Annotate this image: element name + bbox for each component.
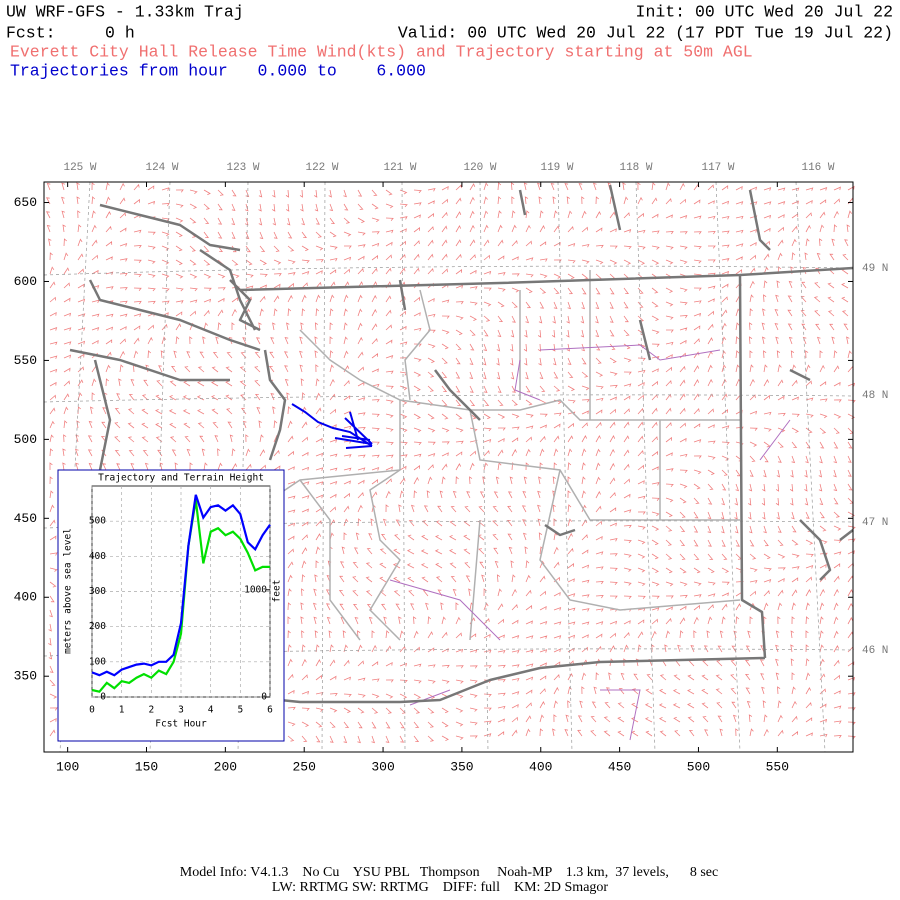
- longitude-label: 116 W: [801, 162, 834, 174]
- y-tick-label: 650: [14, 195, 37, 210]
- footer-model-info: Model Info: V4.1.3 No Cu YSU PBL Thompso…: [180, 865, 718, 880]
- y-tick-label: 350: [14, 669, 37, 684]
- x-tick-label: 500: [687, 759, 710, 774]
- longitude-label: 124 W: [145, 162, 178, 174]
- coastline: [69, 203, 287, 471]
- y-tick-label: 600: [14, 274, 37, 289]
- latitude-label: 46 N: [862, 645, 888, 657]
- river-lines: [389, 344, 791, 741]
- inset-x-tick-label: 3: [178, 705, 184, 716]
- trajectories: [291, 403, 373, 449]
- inset-y2-tick-label: 0: [261, 692, 267, 703]
- canada-border: [239, 266, 854, 292]
- forecast-hour: Fcst: 0 h: [6, 23, 135, 42]
- footer-physics: LW: RRTMG SW: RRTMG DIFF: full KM: 2D Sm…: [272, 880, 608, 895]
- y-tick-label: 550: [14, 353, 37, 368]
- longitude-label: 120 W: [463, 162, 496, 174]
- inset-chart: Trajectory and Terrain Height Fcst Hour …: [57, 469, 285, 742]
- x-tick-label: 350: [450, 759, 473, 774]
- inset-title: Trajectory and Terrain Height: [98, 473, 264, 484]
- vancouver-island: [199, 248, 257, 331]
- inset-x-tick-label: 6: [267, 705, 273, 716]
- trajectory-hours: Trajectories from hour 0.000 to 6.000: [10, 61, 426, 80]
- x-tick-label: 550: [766, 759, 789, 774]
- latitude-label: 49 N: [862, 263, 888, 275]
- x-tick-label: 300: [371, 759, 394, 774]
- longitude-label: 122 W: [305, 162, 338, 174]
- lakes: [398, 184, 854, 581]
- inset-line: [91, 494, 271, 677]
- inset-x-tick-label: 5: [237, 705, 243, 716]
- x-tick-label: 150: [135, 759, 158, 774]
- inset-y-tick-label: 0: [100, 692, 106, 703]
- title: UW WRF-GFS - 1.33km Traj: [6, 2, 244, 21]
- x-tick-label: 450: [608, 759, 631, 774]
- longitude-label: 117 W: [701, 162, 734, 174]
- inset-y-tick-label: 500: [89, 516, 106, 527]
- idaho-border: [738, 274, 767, 659]
- y-tick-label: 400: [14, 590, 37, 605]
- inset-y-tick-label: 300: [89, 586, 106, 597]
- inset-x-label: Fcst Hour: [155, 719, 207, 730]
- inset-y-tick-label: 400: [89, 551, 106, 562]
- subtitle: Everett City Hall Release Time Wind(kts)…: [10, 42, 753, 61]
- longitude-label: 121 W: [383, 162, 416, 174]
- x-tick-label: 400: [529, 759, 552, 774]
- county-lines-north: [404, 289, 521, 401]
- inset-y2-label: feet: [272, 580, 283, 603]
- valid-time: Valid: 00 UTC Wed 20 Jul 22 (17 PDT Tue …: [398, 23, 893, 42]
- latitude-label: 48 N: [862, 390, 888, 402]
- inset-y-tick-label: 100: [89, 656, 106, 667]
- longitude-label: 119 W: [540, 162, 573, 174]
- inset-x-tick-label: 2: [148, 705, 154, 716]
- borders: [69, 184, 854, 708]
- trajectory-branches: [334, 411, 373, 449]
- inset-x-tick-label: 1: [119, 705, 125, 716]
- inset-x-tick-label: 0: [89, 705, 95, 716]
- inset-y2-tick-label: 1000: [244, 584, 267, 595]
- inset-background: [57, 469, 285, 742]
- inset-line: [91, 499, 270, 693]
- y-tick-label: 500: [14, 432, 37, 447]
- init-time: Init: 00 UTC Wed 20 Jul 22: [636, 2, 893, 21]
- y-tick-label: 450: [14, 511, 37, 526]
- map-frame: [43, 181, 854, 753]
- inset-y-tick-label: 200: [89, 621, 106, 632]
- x-tick-label: 200: [214, 759, 237, 774]
- inset-x-tick-label: 4: [208, 705, 214, 716]
- longitude-label: 123 W: [226, 162, 259, 174]
- longitude-label: 118 W: [619, 162, 652, 174]
- latitude-label: 47 N: [862, 517, 888, 529]
- x-tick-label: 250: [293, 759, 316, 774]
- trajectory-path: [291, 403, 373, 447]
- inset-y-label: meters above sea level: [63, 528, 74, 654]
- rivers: [389, 344, 791, 741]
- x-tick-label: 100: [56, 759, 79, 774]
- longitude-label: 125 W: [63, 162, 96, 174]
